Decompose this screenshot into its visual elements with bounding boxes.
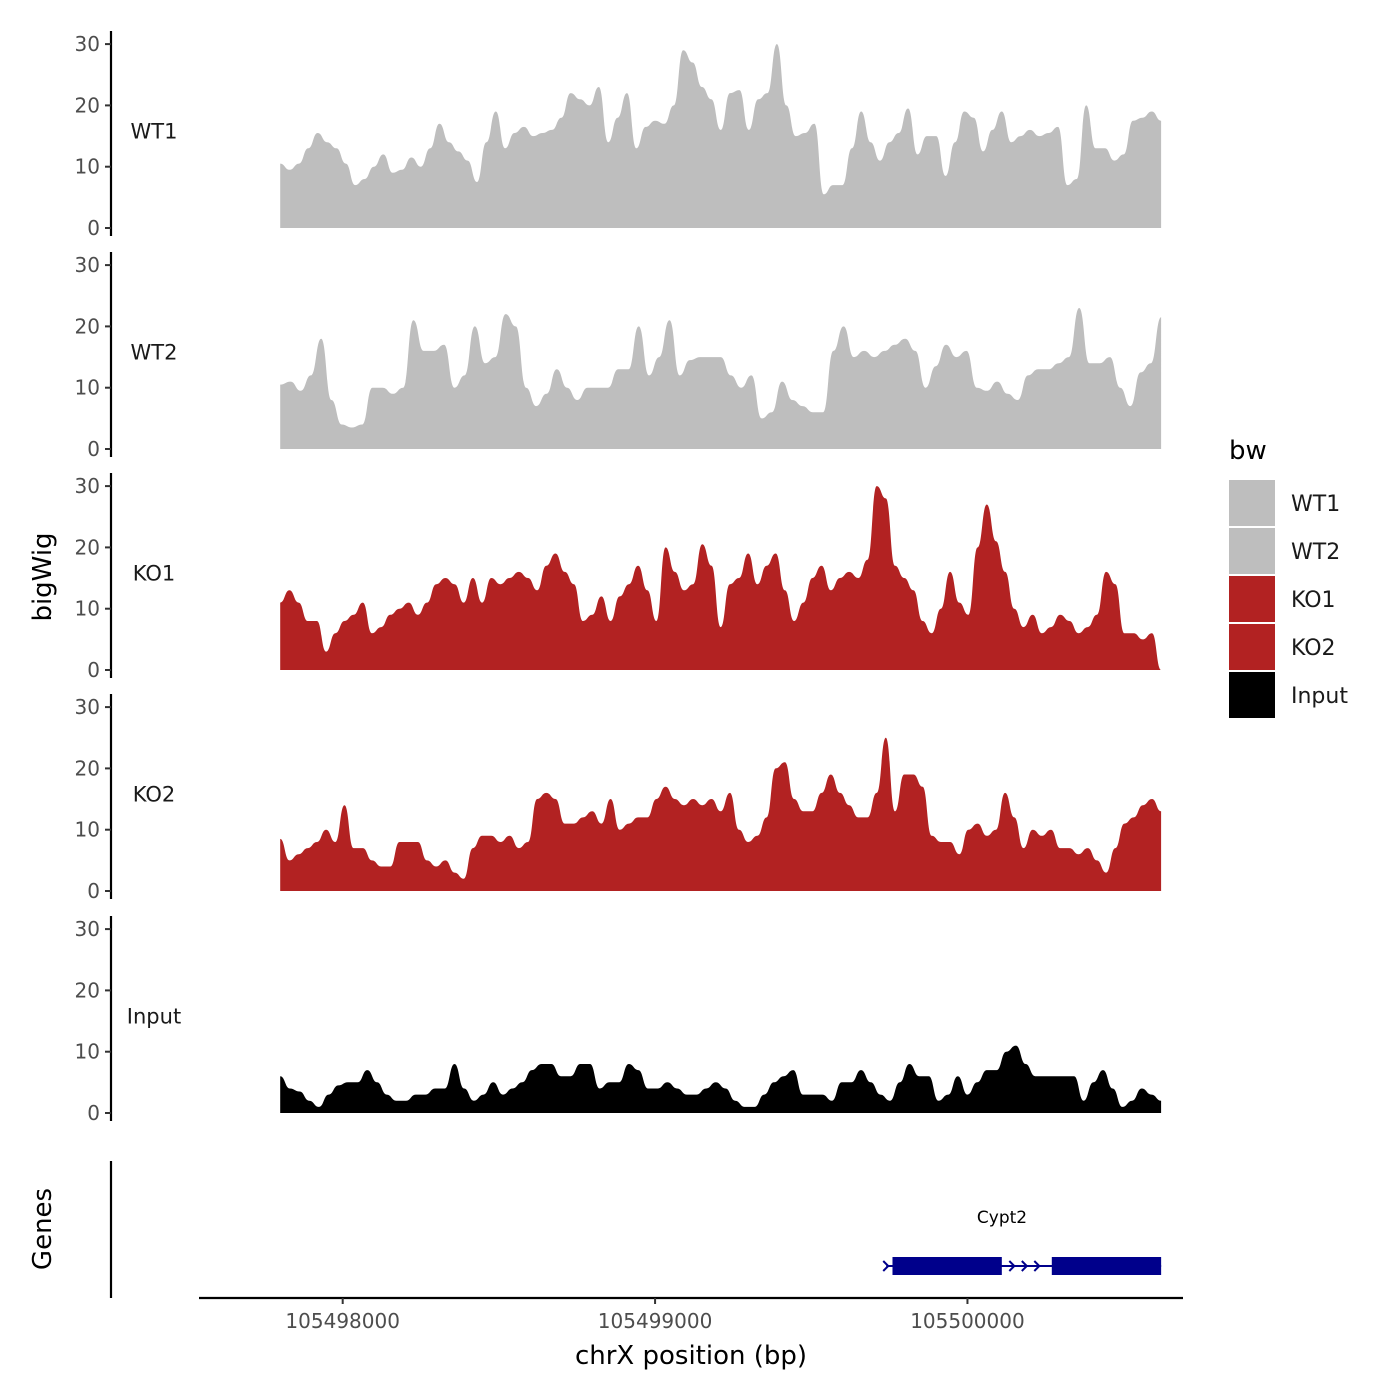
x-tick-label: 105499000 — [598, 1309, 713, 1333]
y-tick-label: 0 — [87, 879, 100, 903]
y-tick-label: 0 — [87, 658, 100, 682]
y-tick-label: 30 — [75, 253, 100, 277]
legend-key-ko1 — [1229, 576, 1275, 622]
track-label-ko1: KO1 — [133, 562, 176, 586]
legend-label-wt1: WT1 — [1291, 492, 1340, 517]
coverage-area-input — [280, 1045, 1162, 1113]
y-axis-title: bigWig — [28, 532, 58, 621]
track-wt1: 0 10 20 30 WT1 — [75, 31, 1162, 240]
legend-key-ko2 — [1229, 624, 1275, 670]
y-tick-label: 0 — [87, 216, 100, 240]
strand-arrow-icon — [882, 1260, 890, 1272]
gene-exon-2 — [1051, 1257, 1162, 1275]
coverage-area-ko1 — [280, 486, 1162, 670]
track-input: 0 10 20 30 Input — [75, 916, 1162, 1125]
gene-name-label: Cypt2 — [977, 1208, 1027, 1228]
track-label-wt2: WT2 — [131, 341, 178, 365]
y-tick-label: 10 — [75, 376, 100, 400]
y-tick-label: 10 — [75, 818, 100, 842]
y-tick-label: 10 — [75, 597, 100, 621]
y-tick-label: 30 — [75, 917, 100, 941]
y-tick-label: 20 — [75, 314, 100, 338]
legend-label-wt2: WT2 — [1291, 540, 1340, 565]
strand-arrow-icon — [1008, 1260, 1016, 1272]
legend-label-ko2: KO2 — [1291, 636, 1336, 661]
legend-label-input: Input — [1291, 684, 1348, 709]
y-tick-label: 0 — [87, 1101, 100, 1125]
y-tick-label: 10 — [75, 155, 100, 179]
legend: bw WT1 WT2 KO1 KO2 Input — [1229, 436, 1348, 718]
x-tick-label: 105498000 — [285, 1309, 400, 1333]
legend-key-input — [1229, 672, 1275, 718]
coverage-area-ko2 — [280, 737, 1162, 891]
legend-label-ko1: KO1 — [1291, 588, 1336, 613]
track-wt2: 0 10 20 30 WT2 — [75, 252, 1162, 461]
coverage-area-wt1 — [280, 44, 1162, 228]
x-axis: chrX position (bp) 105498000 105499000 105… — [199, 1296, 1183, 1371]
y-tick-label: 20 — [75, 756, 100, 780]
coverage-area-wt2 — [280, 308, 1162, 449]
gene-track: Genes Cypt2 — [28, 1161, 1162, 1298]
x-axis-title: chrX position (bp) — [575, 1341, 807, 1371]
strand-arrow-icon — [1033, 1260, 1041, 1272]
y-tick-label: 20 — [75, 535, 100, 559]
legend-title: bw — [1229, 436, 1267, 466]
y-tick-label: 20 — [75, 978, 100, 1002]
legend-key-wt2 — [1229, 528, 1275, 574]
track-ko2: 0 10 20 30 KO2 — [75, 694, 1162, 903]
track-ko1: 0 10 20 30 KO1 — [75, 473, 1162, 682]
y-tick-label: 0 — [87, 437, 100, 461]
legend-key-wt1 — [1229, 480, 1275, 526]
track-label-wt1: WT1 — [131, 120, 178, 144]
track-label-ko2: KO2 — [133, 783, 176, 807]
y-tick-label: 30 — [75, 32, 100, 56]
y-tick-label: 30 — [75, 695, 100, 719]
strand-arrow-icon — [1021, 1260, 1029, 1272]
genes-axis-title: Genes — [28, 1188, 58, 1270]
y-tick-label: 30 — [75, 474, 100, 498]
gene-exon-1 — [892, 1257, 1002, 1275]
y-tick-label: 20 — [75, 93, 100, 117]
x-tick-label: 105500000 — [910, 1309, 1025, 1333]
y-tick-label: 10 — [75, 1040, 100, 1064]
tracks-layer: 0 10 20 30 WT1 0 10 20 30 WT2 0 10 20 30 KO1 0 10 20 30 KO2… — [75, 31, 1162, 1125]
track-label-input: Input — [127, 1005, 181, 1029]
